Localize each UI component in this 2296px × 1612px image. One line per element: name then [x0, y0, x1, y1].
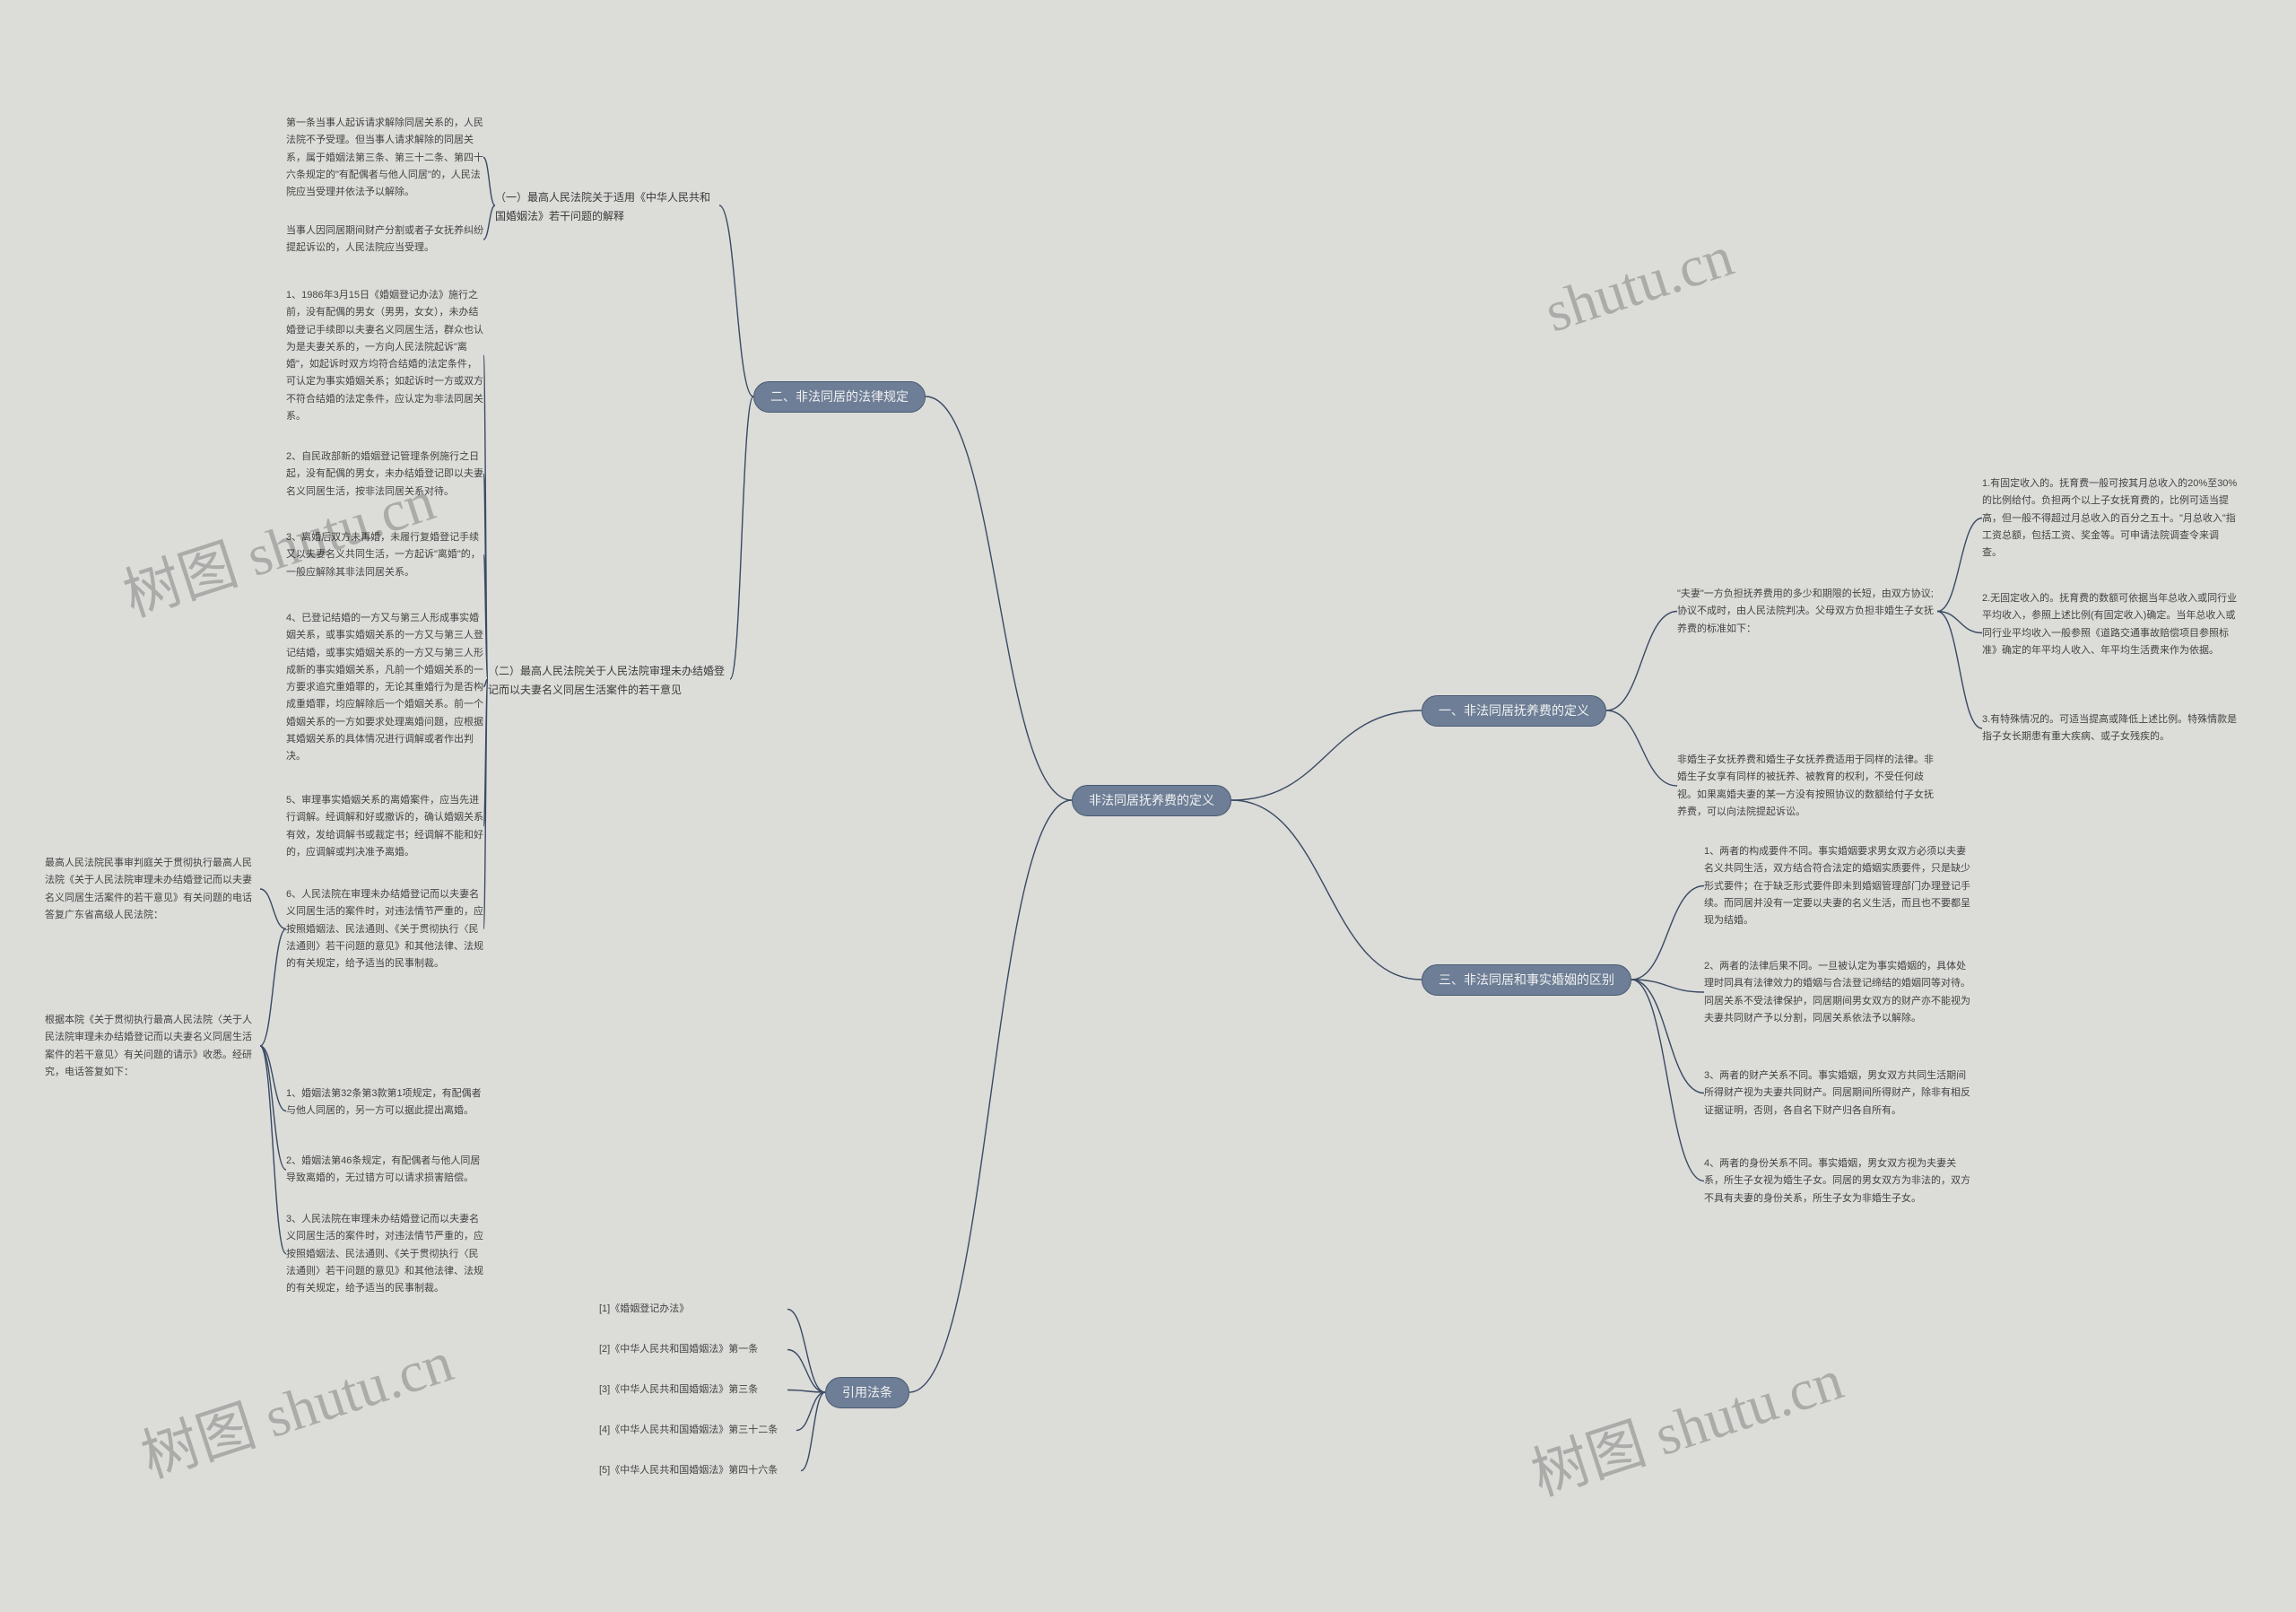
edge-s2a-s2a2: [483, 205, 495, 240]
edge-s4-s4c: [787, 1390, 825, 1393]
node-s2b1: 1、1986年3月15日《婚姻登记办法》施行之前，没有配偶的男女（男男，女女），…: [286, 287, 483, 425]
node-s1a1: 1.有固定收入的。抚育费一般可按其月总收入的20%至30%的比例给付。负担两个以…: [1982, 475, 2238, 562]
edge-s2-s2b: [730, 396, 753, 679]
node-s2a: （一）最高人民法院关于适用《中华人民共和国婚姻法》若干问题的解释: [495, 188, 719, 226]
node-s1a2: 2.无固定收入的。抚育费的数额可依据当年总收入或同行业平均收入，参照上述比例(有…: [1982, 590, 2238, 659]
node-s2c3: 3、人民法院在审理未办结婚登记而以夫妻名义同居生活的案件时，对违法情节严重的，应…: [286, 1211, 483, 1297]
node-s1: 一、非法同居抚养费的定义: [1422, 695, 1606, 727]
node-s2b6b: 根据本院《关于贯彻执行最高人民法院〈关于人民法院审理未办结婚登记而以夫妻名义同居…: [45, 1012, 260, 1081]
edge-s3-s3c: [1631, 980, 1704, 1094]
node-s3: 三、非法同居和事实婚姻的区别: [1422, 964, 1631, 996]
edge-s1a-s1a2: [1937, 612, 1982, 633]
node-s3a: 1、两者的构成要件不同。事实婚姻要求男女双方必须以夫妻名义共同生活，双方结合符合…: [1704, 843, 1973, 929]
node-s2c2: 2、婚姻法第46条规定，有配偶者与他人同居导致离婚的，无过错方可以请求损害赔偿。: [286, 1153, 483, 1188]
node-s1a3: 3.有特殊情况的。可适当提高或降低上述比例。特殊情款是指子女长期患有重大疾病、或…: [1982, 711, 2238, 746]
node-s3d: 4、两者的身份关系不同。事实婚姻，男女双方视为夫妻关系，所生子女视为婚生子女。同…: [1704, 1155, 1973, 1207]
watermark: shutu.cn: [1537, 223, 1741, 346]
edge-s2b-s2b6: [483, 679, 488, 929]
edge-s2b6-s2b6b: [260, 929, 286, 1047]
edge-s2b-s2b5: [483, 679, 488, 826]
watermark: 树图 shutu.cn: [130, 1316, 462, 1494]
node-s3c: 3、两者的财产关系不同。事实婚姻，男女双方共同生活期间所得财产视为夫妻共同财产。…: [1704, 1067, 1973, 1120]
node-s4c: [3]《中华人民共和国婚姻法》第三条: [599, 1381, 787, 1399]
node-center: 非法同居抚养费的定义: [1072, 785, 1231, 816]
edge-s2b-s2b3: [483, 555, 488, 680]
edge-s2b-s2b2: [483, 475, 488, 680]
node-s2b2: 2、自民政部新的婚姻登记管理条例施行之日起，没有配偶的男女，未办结婚登记即以夫妻…: [286, 449, 483, 501]
edge-s4-s4d: [796, 1392, 825, 1431]
node-s2c1: 1、婚姻法第32条第3款第1项规定，有配偶者与他人同居的，另一方可以据此提出离婚…: [286, 1085, 483, 1120]
edge-center-s4: [909, 800, 1072, 1392]
edge-s2b6-s2b6a: [260, 889, 286, 929]
edge-s2b6b-s2c3: [260, 1046, 286, 1254]
node-s2b4: 4、已登记结婚的一方又与第三人形成事实婚姻关系，或事实婚姻关系的一方又与第三人登…: [286, 610, 483, 765]
node-s4d: [4]《中华人民共和国婚姻法》第三十二条: [599, 1422, 796, 1439]
edge-center-s1: [1231, 710, 1422, 800]
watermark: 树图 shutu.cn: [1520, 1334, 1852, 1512]
edge-s3-s3d: [1631, 980, 1704, 1181]
edge-s2-s2a: [719, 205, 753, 396]
edge-s2a-s2a1: [483, 158, 495, 206]
node-s2a1: 第一条当事人起诉请求解除同居关系的，人民法院不予受理。但当事人请求解除的同居关系…: [286, 115, 483, 201]
node-s2b5: 5、审理事实婚姻关系的离婚案件，应当先进行调解。经调解和好或撤诉的，确认婚姻关系…: [286, 792, 483, 861]
edge-s4-s4b: [787, 1350, 825, 1393]
edge-s1-s1b: [1606, 710, 1677, 786]
node-s2b6: 6、人民法院在审理未办结婚登记而以夫妻名义同居生活的案件时，对违法情节严重的，应…: [286, 886, 483, 972]
node-s3b: 2、两者的法律后果不同。一旦被认定为事实婚姻的，具体处理时同具有法律效力的婚姻与…: [1704, 958, 1973, 1027]
node-s2a2: 当事人因同居期间财产分割或者子女抚养纠纷提起诉讼的，人民法院应当受理。: [286, 222, 483, 257]
node-s2b: （二）最高人民法院关于人民法院审理未办结婚登记而以夫妻名义同居生活案件的若干意见: [488, 662, 730, 700]
node-s1b: 非婚生子女抚养费和婚生子女抚养费适用于同样的法律。非婚生子女享有同样的被抚养、被…: [1677, 752, 1937, 821]
node-s4b: [2]《中华人民共和国婚姻法》第一条: [599, 1341, 787, 1358]
edge-s1a-s1a3: [1937, 612, 1982, 729]
edge-s2b6b-s2c2: [260, 1046, 286, 1170]
edge-s4-s4e: [801, 1392, 825, 1471]
edge-s2b-s2b1: [483, 355, 488, 679]
edge-s4-s4a: [787, 1310, 825, 1393]
node-s2b6a: 最高人民法院民事审判庭关于贯彻执行最高人民法院《关于人民法院审理未办结婚登记而以…: [45, 855, 260, 924]
node-s4e: [5]《中华人民共和国婚姻法》第四十六条: [599, 1462, 801, 1479]
node-s2b3: 3、离婚后双方未再婚，未履行复婚登记手续又以夫妻名义共同生活，一方起诉"离婚"的…: [286, 529, 483, 581]
edge-s1a-s1a1: [1937, 518, 1982, 612]
node-s4a: [1]《婚姻登记办法》: [599, 1301, 787, 1318]
edge-center-s2: [926, 396, 1072, 800]
edge-s1-s1a: [1606, 612, 1677, 711]
node-s4: 引用法条: [825, 1377, 909, 1408]
edge-s3-s3a: [1631, 886, 1704, 980]
edge-s2b6b-s2c1: [260, 1046, 286, 1111]
node-s1a: "夫妻"一方负担抚养费用的多少和期限的长短，由双方协议;协议不成时，由人民法院判…: [1677, 586, 1937, 638]
edge-s3-s3b: [1631, 980, 1704, 992]
node-s2: 二、非法同居的法律规定: [753, 381, 926, 413]
edge-center-s3: [1231, 800, 1422, 980]
mindmap-stage: 非法同居抚养费的定义 一、非法同居抚养费的定义 二、非法同居的法律规定三、非法同居和…: [0, 0, 2296, 1612]
